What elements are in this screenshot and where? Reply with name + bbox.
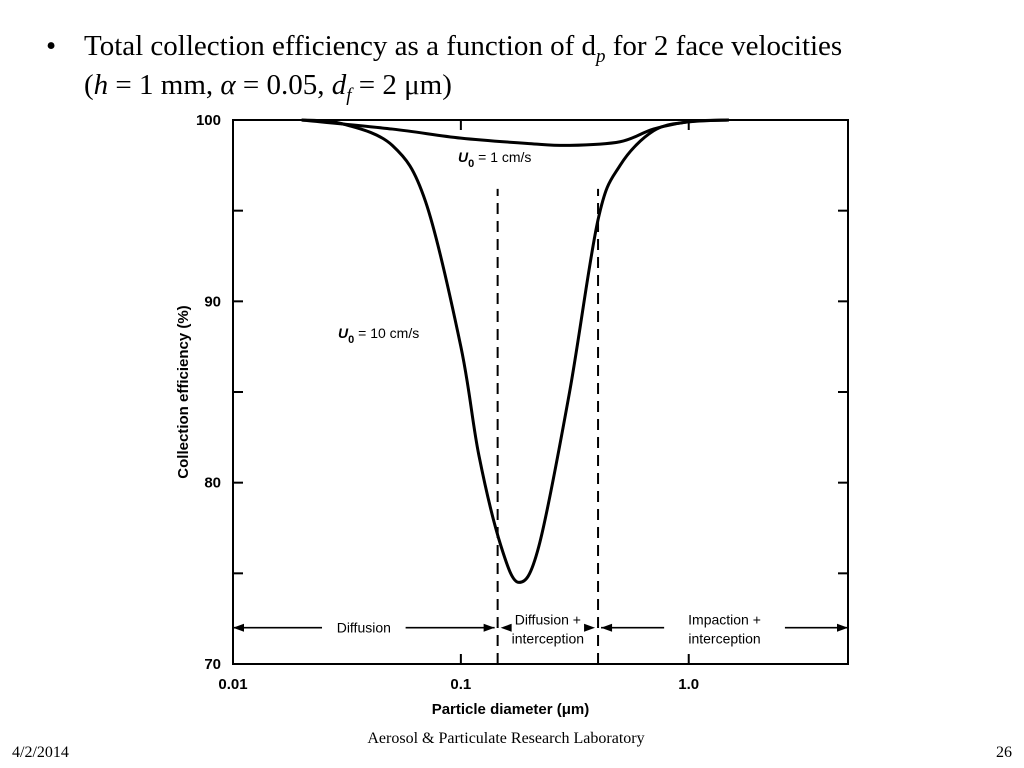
line2-part: h (93, 69, 109, 101)
regions: Diffusion Diffusion + interception Impactio… (233, 188, 848, 664)
bullet-line-1: Total collection efficiency as a functio… (84, 28, 842, 75)
series-label: U0 = 10 cm/s (338, 325, 419, 346)
y-tick-label: 70 (204, 656, 221, 673)
line2-part: ( (84, 69, 94, 101)
footer-page: 26 (996, 744, 1012, 761)
bullet-line-1-text: Total collection efficiency as a functio… (84, 30, 596, 62)
x-axis-title: Particle diameter (μm) (432, 701, 590, 718)
footer-org: Aerosol & Particulate Research Laborator… (367, 730, 645, 747)
x-tick-label: 0.01 (218, 676, 247, 693)
line2-part: = 2 μm) (351, 69, 452, 101)
region-arrowhead (500, 623, 512, 632)
x-tick-label: 1.0 (678, 676, 699, 693)
plot-frame (232, 119, 849, 665)
y-axis-title: Collection efficiency (%) (175, 305, 192, 478)
series-line (301, 118, 729, 584)
region-label: interception (512, 631, 584, 647)
line2-part: = 1 mm, (108, 69, 221, 101)
region-arrowhead (837, 623, 848, 632)
bullet-line-1-sub: p (596, 45, 606, 67)
region-label: Impaction + (688, 612, 761, 628)
series-line (301, 118, 729, 147)
region-label: Diffusion + (515, 612, 581, 628)
bullet-line-2: (h = 1 mm, α = 0.05, df = 2 μm) (84, 67, 452, 114)
y-tick-label: 80 (204, 475, 221, 492)
series-label: U0 = 1 cm/s (458, 149, 531, 170)
region-label: interception (688, 631, 760, 647)
x-tick-label: 0.1 (450, 676, 471, 693)
series-lines (301, 118, 729, 584)
line2-part: d (331, 69, 347, 101)
bullet-symbol: • (46, 30, 57, 62)
footer-date: 4/2/2014 (12, 744, 69, 761)
plot-border (232, 119, 849, 665)
region-arrowhead (483, 623, 495, 632)
region-arrowhead (601, 623, 613, 632)
line2-part: α (220, 69, 236, 101)
y-tick-label: 90 (204, 293, 221, 310)
line2-part: f (346, 84, 352, 106)
y-tick-label: 100 (196, 112, 221, 129)
line2-part: = 0.05, (235, 69, 332, 101)
bullet-line-1-tail: for 2 face velocities (605, 30, 843, 62)
axis-ticks: 70 80 90 100 0.01 0.1 1.0 (196, 112, 848, 693)
region-label: Diffusion (337, 620, 391, 636)
region-arrowhead (233, 623, 244, 632)
chart-labels: Particle diameter (μm) Collection efficie… (175, 149, 589, 718)
region-arrowhead (584, 623, 596, 632)
